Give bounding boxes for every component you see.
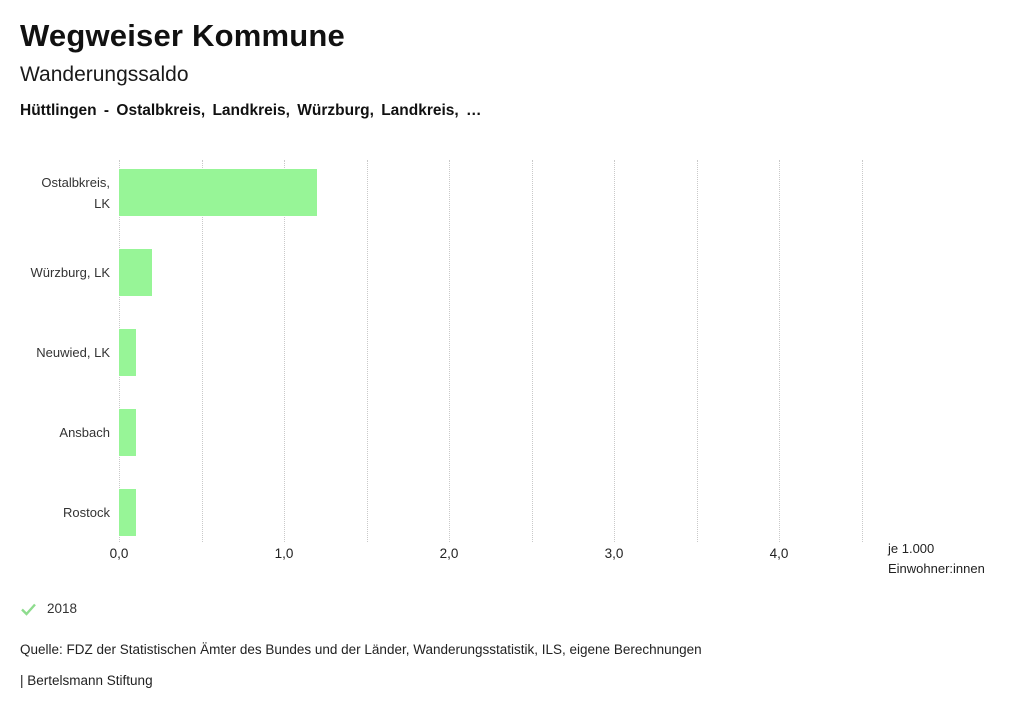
x-tick-label: 1,0	[274, 546, 294, 561]
category-label: Neuwied, LK	[0, 329, 110, 376]
category-label-line: Rostock	[63, 505, 110, 520]
check-icon	[21, 603, 36, 616]
bar-rostock[interactable]	[119, 489, 136, 536]
chart-title: Wanderungssaldo	[20, 63, 189, 86]
category-label-line: Neuwied, LK	[36, 345, 110, 360]
category-label: Rostock	[0, 489, 110, 536]
x-tick-label: 0,0	[109, 546, 129, 561]
legend-item-year[interactable]: 2018	[20, 601, 77, 616]
gridline	[284, 160, 285, 542]
category-label: Ostalbkreis, LK	[0, 169, 110, 216]
x-axis-unit-label: je 1.000 Einwohner:innen	[888, 539, 985, 579]
source-text: Quelle: FDZ der Statistischen Ämter des …	[20, 642, 702, 657]
attribution-text: | Bertelsmann Stiftung	[20, 673, 153, 688]
gridline	[696, 160, 698, 542]
legend-year-label: 2018	[47, 601, 78, 616]
category-label-line: Würzburg, LK	[30, 265, 110, 280]
category-label-line: Ansbach	[59, 425, 110, 440]
x-tick-label: 2,0	[439, 546, 459, 561]
category-label: Ansbach	[0, 409, 110, 456]
category-label-line: Ostalbkreis,	[41, 174, 110, 190]
gridline	[366, 160, 368, 542]
x-tick-label: 4,0	[769, 546, 789, 561]
gridline	[779, 160, 780, 542]
bar-neuwied-lk[interactable]	[119, 329, 136, 376]
x-axis-unit-line1: je 1.000	[888, 541, 935, 556]
category-label: Würzburg, LK	[0, 249, 110, 296]
gridline	[201, 160, 203, 542]
bar-ostalbkreis-lk[interactable]	[119, 169, 317, 216]
chart-context-line: Hüttlingen - Ostalbkreis, Landkreis, Wür…	[20, 102, 482, 119]
gridline	[531, 160, 533, 542]
gridline	[861, 160, 863, 542]
gridline	[614, 160, 615, 542]
page-title: Wegweiser Kommune	[20, 18, 345, 53]
bar-ansbach[interactable]	[119, 409, 136, 456]
bar-würzburg-lk[interactable]	[119, 249, 152, 296]
x-axis-unit-line2: Einwohner:innen	[888, 561, 985, 576]
x-tick-label: 3,0	[604, 546, 624, 561]
gridline	[449, 160, 450, 542]
category-label-line: LK	[94, 195, 110, 211]
